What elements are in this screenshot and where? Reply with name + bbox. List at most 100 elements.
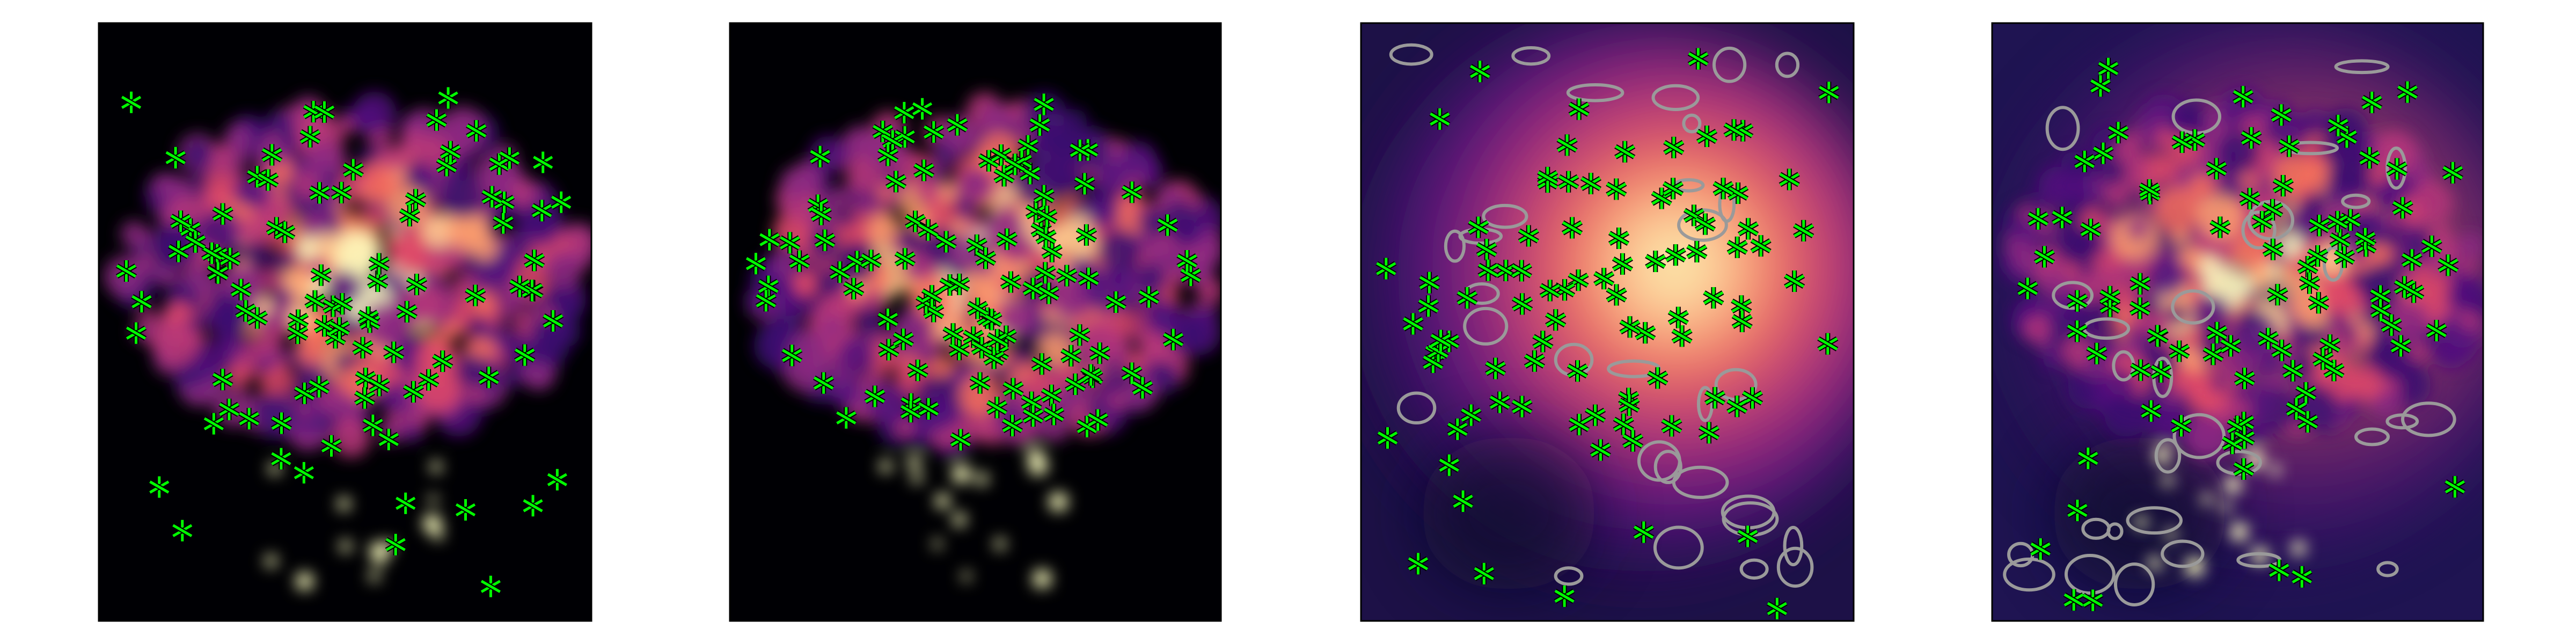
source-marker	[1737, 525, 1759, 547]
source-marker	[432, 350, 453, 372]
marker-stroke	[220, 252, 240, 265]
emission-blob	[1196, 277, 1221, 304]
source-marker	[165, 147, 186, 169]
source-marker	[352, 336, 374, 358]
panel-frame	[1360, 22, 1855, 622]
source-marker	[532, 151, 554, 173]
source-marker	[2147, 325, 2168, 347]
source-marker	[385, 533, 406, 555]
source-marker	[1622, 430, 1644, 452]
emission-knot	[296, 572, 313, 590]
marker-stroke	[131, 295, 152, 309]
emission-blob	[2012, 247, 2041, 275]
source-marker	[1121, 362, 1143, 384]
source-marker	[1069, 140, 1091, 162]
marker-stroke	[466, 124, 487, 137]
emission-knot	[2162, 474, 2174, 486]
marker-stroke	[2269, 564, 2289, 577]
marker-stroke	[2017, 282, 2038, 295]
marker-stroke	[369, 379, 390, 392]
contour	[1775, 52, 1800, 78]
emission-blob	[2223, 175, 2242, 195]
source-marker	[2086, 342, 2107, 364]
marker-stroke	[455, 503, 476, 517]
source-marker	[2028, 208, 2049, 230]
panel-frame	[729, 22, 1222, 622]
emission-blob	[235, 350, 251, 366]
marker-stroke	[916, 296, 936, 310]
source-marker	[950, 429, 971, 451]
marker-stroke	[924, 125, 944, 139]
contour	[2401, 401, 2456, 437]
source-marker	[1043, 404, 1065, 426]
emission-blob	[254, 327, 282, 356]
emission-blob	[2168, 365, 2196, 392]
source-marker	[2336, 126, 2358, 148]
source-marker	[1022, 277, 1044, 299]
source-marker	[2286, 398, 2307, 420]
source-marker	[1726, 396, 1748, 418]
marker-stroke	[1034, 98, 1054, 111]
source-marker	[1703, 287, 1724, 309]
marker-stroke	[2067, 294, 2088, 308]
marker-stroke	[2081, 223, 2101, 236]
marker-stroke	[2233, 90, 2253, 104]
marker-stroke	[378, 433, 399, 447]
source-marker	[894, 101, 915, 123]
emission-blob	[2459, 289, 2482, 312]
marker-stroke	[2078, 451, 2098, 465]
marker-stroke	[1540, 284, 1560, 297]
marker-stroke	[1023, 282, 1043, 295]
source-marker	[1532, 331, 1554, 353]
source-marker	[1568, 414, 1590, 436]
marker-stroke	[1511, 264, 1532, 277]
marker-stroke	[419, 373, 439, 387]
contour	[1651, 84, 1700, 111]
marker-stroke	[1077, 420, 1097, 433]
marker-stroke	[2390, 339, 2411, 353]
emission-blob	[2156, 129, 2174, 147]
marker-stroke	[1594, 272, 1614, 286]
source-marker	[2333, 246, 2355, 268]
marker-stroke	[2328, 215, 2348, 229]
source-marker	[2251, 211, 2273, 233]
source-marker	[1105, 291, 1126, 313]
marker-stroke	[524, 254, 545, 267]
marker-stroke	[1512, 297, 1533, 311]
emission-knot	[2291, 540, 2306, 555]
emission-blob	[2250, 266, 2272, 288]
marker-stroke	[895, 130, 915, 144]
marker-stroke	[861, 254, 881, 267]
source-marker	[745, 253, 766, 275]
marker-stroke	[2083, 594, 2103, 607]
source-marker	[2220, 335, 2242, 357]
source-marker	[755, 290, 777, 312]
source-marker	[378, 428, 399, 450]
source-marker	[542, 310, 564, 332]
marker-stroke	[2273, 179, 2293, 193]
source-marker	[1793, 219, 1814, 241]
source-marker	[402, 381, 424, 403]
contour	[2171, 289, 2215, 325]
emission-knot	[962, 572, 971, 581]
marker-stroke	[2394, 280, 2414, 294]
source-marker	[1176, 250, 1198, 272]
marker-stroke	[1567, 364, 1588, 378]
marker-stroke	[2210, 221, 2230, 234]
marker-stroke	[967, 238, 987, 252]
marker-stroke	[262, 148, 282, 162]
source-marker	[395, 492, 416, 514]
marker-stroke	[2286, 402, 2307, 416]
source-marker	[235, 300, 257, 322]
contour	[1463, 306, 1509, 346]
source-marker	[2090, 75, 2111, 97]
marker-stroke	[2090, 79, 2111, 93]
source-marker	[1418, 295, 1439, 317]
marker-stroke	[1003, 382, 1023, 396]
source-marker	[2171, 131, 2193, 153]
emission-blob	[355, 166, 374, 184]
marker-stroke	[1485, 362, 1506, 375]
source-marker	[877, 144, 899, 166]
source-marker	[328, 317, 350, 339]
